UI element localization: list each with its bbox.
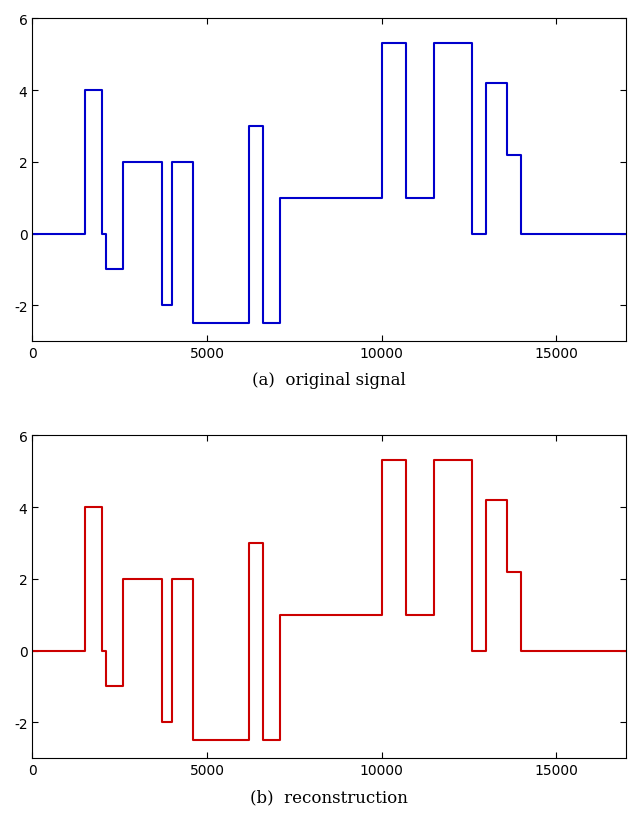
X-axis label: (a)  original signal: (a) original signal — [252, 372, 406, 389]
X-axis label: (b)  reconstruction: (b) reconstruction — [250, 788, 408, 805]
